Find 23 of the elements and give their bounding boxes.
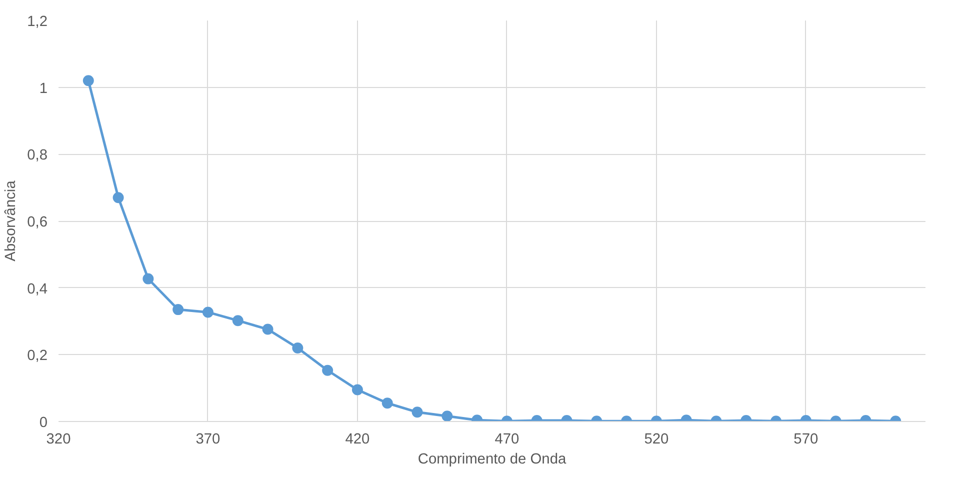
- x-tick-label: 320: [46, 432, 71, 448]
- y-tick-label: 0,4: [27, 281, 48, 298]
- point: [172, 304, 184, 316]
- point: [142, 273, 154, 284]
- x-tick-label: 420: [345, 432, 370, 448]
- point: [262, 324, 274, 335]
- y-tick-label: 0,6: [27, 214, 48, 230]
- y-tick-label: 0,8: [27, 148, 48, 164]
- point: [322, 364, 334, 376]
- point: [232, 315, 244, 326]
- y-tick-label: 1: [39, 80, 48, 97]
- point: [112, 192, 124, 204]
- x-tick-label: 570: [794, 432, 818, 448]
- x-tick-label: 520: [644, 432, 669, 448]
- point: [202, 306, 214, 318]
- y-tick-label: 1,2: [27, 14, 48, 30]
- x-tick-label: 470: [494, 432, 520, 448]
- x-tick-label: 370: [196, 432, 220, 448]
- x-axis-title: Comprimento de Onda: [418, 452, 567, 468]
- y-axis-title: Absorvância: [3, 180, 20, 262]
- point: [292, 342, 304, 354]
- y-tick-label: 0,2: [27, 348, 48, 364]
- y-tick-label: 0: [39, 415, 48, 431]
